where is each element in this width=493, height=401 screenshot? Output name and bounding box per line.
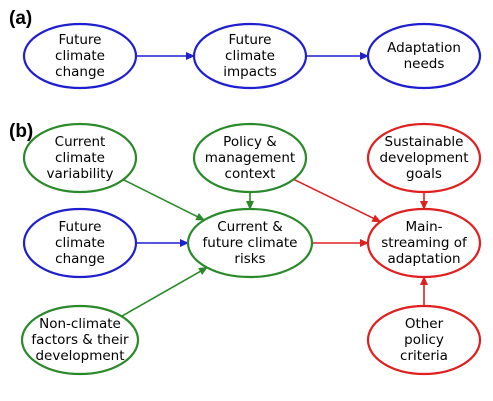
node-label-line: climate [55, 48, 105, 64]
node-label-line: risks [234, 251, 265, 267]
node-label-line: goals [406, 166, 442, 182]
node-ellipse [22, 22, 138, 90]
node-label-line: Sustainable [385, 134, 464, 150]
node-label-line: change [55, 251, 105, 267]
node-label-line: Current [55, 134, 106, 150]
node-label-line: policy [404, 332, 444, 348]
node-label-line: management [205, 150, 295, 166]
node-label-line: climate [225, 48, 275, 64]
node-label-line: Non-climate [39, 316, 121, 332]
node-label-line: Current & [217, 219, 283, 235]
node-ellipse [186, 207, 314, 279]
node-ellipse [366, 304, 482, 376]
node-label-line: needs [404, 56, 445, 72]
node-ellipse [20, 304, 140, 376]
node-label-line: Adaptation [387, 40, 461, 56]
node-label-line: Future [59, 219, 102, 235]
node-ellipse [22, 122, 138, 194]
node-label-line: impacts [223, 64, 277, 80]
node-ellipse [192, 22, 308, 90]
node-label-line: Future [229, 32, 272, 48]
arrow-b-policy-context-to-b-mainstreaming [293, 178, 382, 223]
arrow-b-non-climate-to-b-risks [121, 266, 208, 317]
node-label-line: Policy & [223, 134, 277, 150]
node-label-line: Main- [405, 219, 442, 235]
node-label-line: future climate [203, 235, 298, 251]
node-ellipse [366, 207, 482, 279]
node-ellipse [366, 22, 482, 90]
node-label-line: Future [59, 32, 102, 48]
node-label-line: climate [55, 150, 105, 166]
panel-a-label: (a) [9, 8, 32, 29]
node-label-line: climate [55, 235, 105, 251]
arrows-layer [121, 52, 428, 317]
node-label-line: factors & their [31, 332, 129, 348]
node-label-line: Other [405, 316, 444, 332]
panel-b-label: (b) [9, 121, 33, 142]
node-label-line: development [379, 150, 468, 166]
node-ellipse [192, 122, 308, 194]
node-label-line: adaptation [387, 251, 460, 267]
node-label-line: context [225, 166, 276, 182]
node-label-line: change [55, 64, 105, 80]
arrow-b-current-variability-to-b-risks [122, 178, 206, 221]
node-label-line: development [35, 348, 124, 364]
node-label-line: criteria [400, 348, 448, 364]
node-ellipse [366, 122, 482, 194]
node-label-line: streaming of [381, 235, 468, 251]
node-ellipse [22, 207, 138, 279]
nodes-layer: FutureclimatechangeFutureclimateimpactsA… [20, 22, 482, 376]
node-label-line: variability [47, 166, 114, 182]
